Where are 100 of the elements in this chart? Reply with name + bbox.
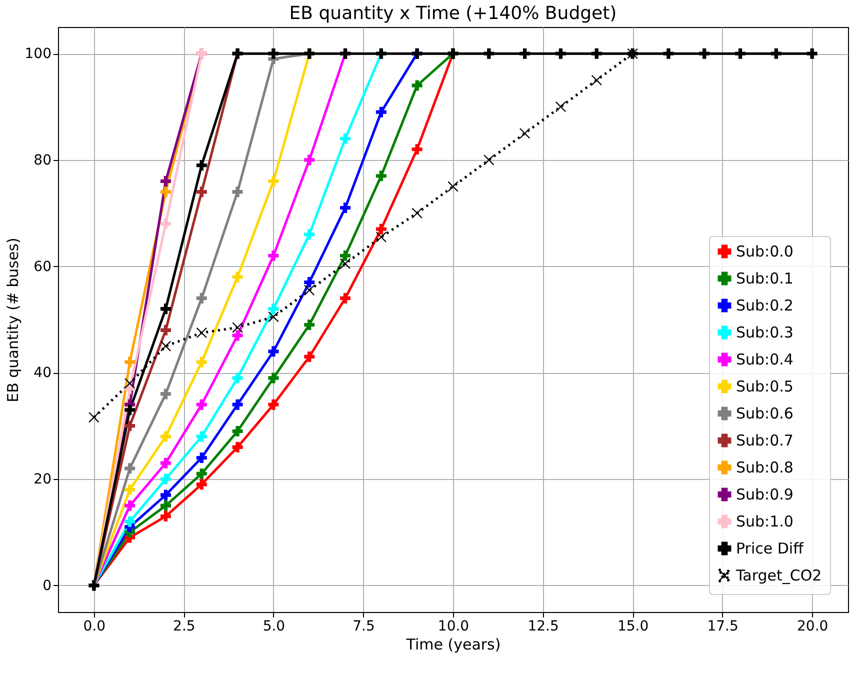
point bbox=[196, 292, 207, 304]
point bbox=[160, 324, 171, 336]
point bbox=[196, 431, 207, 442]
point bbox=[160, 490, 171, 500]
point bbox=[735, 48, 746, 59]
point bbox=[520, 48, 530, 59]
point bbox=[484, 48, 494, 59]
legend-label: Sub:0.6 bbox=[736, 404, 794, 422]
point bbox=[124, 404, 136, 416]
y-tick-label: 0 bbox=[42, 578, 52, 594]
point bbox=[196, 468, 207, 479]
point bbox=[806, 48, 818, 59]
point bbox=[376, 232, 386, 242]
point bbox=[124, 463, 136, 474]
point bbox=[376, 224, 386, 234]
x-tick-label: 20.0 bbox=[797, 618, 828, 634]
legend-label: Sub:0.9 bbox=[736, 486, 794, 504]
point bbox=[591, 74, 602, 86]
y-tick-label: 20 bbox=[34, 472, 52, 488]
x-tick-label: 17.5 bbox=[707, 618, 738, 634]
x-tick-label: 12.5 bbox=[528, 618, 559, 634]
point bbox=[124, 420, 136, 432]
point bbox=[196, 452, 207, 464]
legend-label: Price Diff bbox=[736, 540, 804, 558]
point bbox=[232, 272, 243, 282]
point bbox=[268, 372, 279, 384]
point bbox=[232, 442, 243, 452]
legend-label: Sub:0.5 bbox=[736, 378, 794, 396]
point bbox=[268, 304, 279, 314]
point bbox=[555, 102, 566, 112]
point bbox=[268, 176, 279, 186]
point bbox=[160, 458, 171, 468]
point bbox=[160, 500, 171, 511]
point bbox=[124, 378, 136, 389]
point bbox=[304, 320, 315, 330]
point bbox=[304, 351, 315, 362]
point bbox=[196, 328, 207, 338]
point bbox=[340, 202, 351, 214]
point bbox=[160, 431, 171, 442]
point bbox=[555, 48, 566, 59]
point bbox=[232, 322, 243, 333]
point bbox=[340, 250, 351, 261]
x-tick-label: 0.0 bbox=[83, 618, 106, 634]
point bbox=[304, 154, 315, 166]
point bbox=[484, 154, 494, 166]
legend-label: Target_CO2 bbox=[735, 566, 822, 584]
point bbox=[124, 356, 136, 368]
point bbox=[160, 511, 171, 522]
point bbox=[232, 330, 243, 341]
point bbox=[268, 312, 279, 322]
point bbox=[160, 340, 171, 352]
point bbox=[591, 48, 602, 59]
legend-label: Sub:0.7 bbox=[736, 432, 794, 450]
point bbox=[340, 258, 351, 269]
point bbox=[340, 133, 351, 144]
legend-label: Sub:0.0 bbox=[736, 242, 794, 260]
point bbox=[699, 48, 710, 59]
x-tick-label: 2.5 bbox=[173, 618, 196, 634]
point bbox=[376, 170, 386, 182]
point bbox=[124, 484, 136, 495]
point bbox=[160, 186, 171, 198]
x-axis-title: Time (years) bbox=[405, 636, 501, 654]
point bbox=[304, 285, 315, 296]
point bbox=[268, 399, 279, 410]
legend-label: Sub:0.2 bbox=[736, 296, 794, 314]
point bbox=[124, 516, 136, 527]
y-tick-label: 40 bbox=[34, 365, 52, 382]
point bbox=[770, 48, 782, 59]
y-axis-title: EB quantity (# buses) bbox=[4, 238, 22, 402]
point bbox=[232, 399, 243, 410]
point bbox=[412, 208, 422, 218]
point bbox=[160, 176, 171, 186]
point bbox=[232, 372, 243, 384]
legend-label: Sub:0.4 bbox=[736, 350, 794, 368]
x-tick-label: 7.5 bbox=[352, 618, 375, 634]
point bbox=[196, 356, 207, 368]
y-tick-label: 80 bbox=[34, 152, 52, 168]
legend-label: Sub:1.0 bbox=[736, 512, 794, 530]
point bbox=[232, 186, 243, 198]
point bbox=[88, 412, 100, 423]
point bbox=[232, 426, 243, 436]
point bbox=[124, 500, 136, 511]
point bbox=[196, 479, 207, 490]
point bbox=[268, 346, 279, 357]
point bbox=[268, 48, 279, 59]
legend-label: Sub:0.8 bbox=[736, 458, 794, 476]
point bbox=[196, 186, 207, 198]
point bbox=[663, 48, 674, 59]
point bbox=[304, 229, 315, 240]
chart-title: EB quantity x Time (+140% Budget) bbox=[289, 3, 617, 24]
x-tick-label: 15.0 bbox=[617, 618, 649, 634]
point bbox=[340, 292, 351, 304]
legend-label: Sub:0.1 bbox=[736, 270, 794, 288]
x-tick-label: 10.0 bbox=[438, 618, 470, 634]
legend-label: Sub:0.3 bbox=[736, 324, 794, 342]
point bbox=[412, 80, 422, 91]
point bbox=[412, 144, 422, 155]
point bbox=[520, 128, 530, 139]
point bbox=[268, 250, 279, 261]
point bbox=[160, 304, 171, 314]
